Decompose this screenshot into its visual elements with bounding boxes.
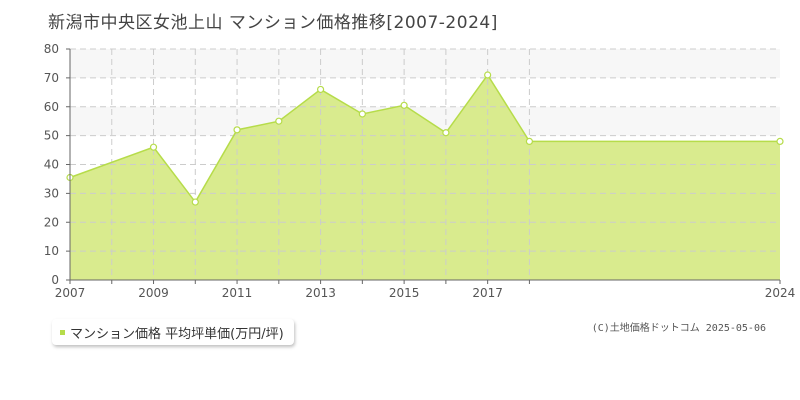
y-tick-label: 0	[51, 273, 59, 287]
data-point	[442, 129, 450, 137]
data-point	[776, 137, 784, 145]
copyright-text: (C)土地価格ドットコム 2025-05-06	[591, 323, 766, 334]
data-point	[149, 143, 158, 151]
x-tick-label: 2007	[55, 286, 86, 300]
y-tick-label: 70	[44, 71, 59, 85]
plot-band	[70, 49, 780, 78]
data-point	[233, 126, 241, 134]
y-tick-label: 50	[44, 129, 59, 143]
chart-title: 新潟市中央区女池上山 マンション価格推移[2007-2024]	[48, 13, 498, 33]
chart-area: 0 10 20 30 40 50 60 70 80 2007 2009 2011 2013 2015 201…	[44, 42, 796, 300]
x-tick-label: 2024	[765, 286, 796, 300]
y-tick-label: 10	[44, 244, 59, 258]
x-tick-label: 2011	[222, 286, 253, 300]
x-tick-label: 2015	[389, 286, 420, 300]
data-point	[275, 117, 283, 125]
x-tick-label: 2009	[138, 286, 169, 300]
data-point	[316, 85, 325, 94]
y-tick-label: 30	[44, 186, 59, 200]
legend-label: マンション価格 平均坪単価(万円/坪)	[70, 326, 284, 342]
x-tick-label: 2013	[305, 286, 336, 300]
y-tick-label: 80	[44, 42, 59, 56]
y-tick-label: 60	[44, 100, 59, 114]
data-point	[358, 110, 366, 118]
series-area	[70, 74, 780, 280]
data-point	[525, 137, 534, 145]
data-point	[400, 101, 408, 109]
legend: マンション価格 平均坪単価(万円/坪)	[52, 319, 294, 345]
data-point	[484, 71, 492, 79]
x-tick-label: 2017	[472, 286, 503, 300]
y-tick-label: 20	[44, 215, 59, 229]
data-point	[191, 198, 199, 206]
legend-marker-icon	[60, 329, 65, 335]
y-tick-label: 40	[44, 158, 59, 172]
